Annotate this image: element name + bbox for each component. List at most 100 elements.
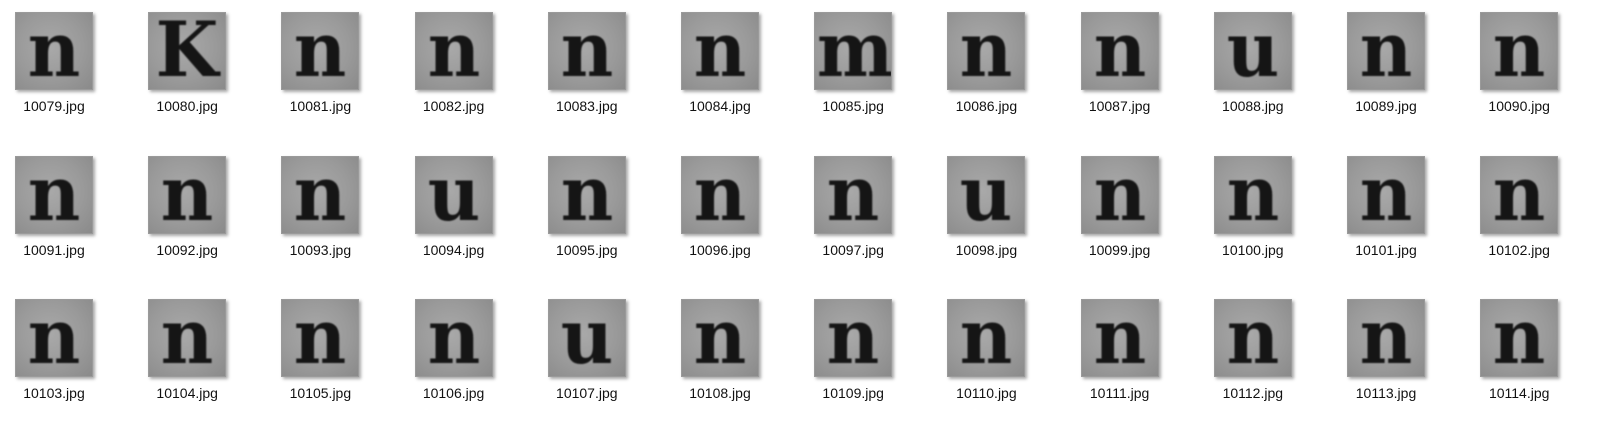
file-item[interactable]: n 10109.jpg: [799, 299, 929, 419]
file-name-label[interactable]: 10101.jpg: [1355, 241, 1417, 258]
file-name-label[interactable]: 10095.jpg: [556, 241, 618, 258]
file-name-label[interactable]: 10084.jpg: [689, 98, 751, 114]
file-item[interactable]: n 10091.jpg: [0, 155, 130, 276]
file-thumbnail[interactable]: n: [681, 12, 759, 90]
file-item[interactable]: n 10110.jpg: [932, 299, 1062, 419]
file-item[interactable]: n 10082.jpg: [400, 12, 530, 132]
file-name-label[interactable]: 10109.jpg: [822, 385, 884, 401]
file-name-label[interactable]: 10097.jpg: [822, 241, 884, 258]
file-name-label[interactable]: 10105.jpg: [289, 385, 352, 401]
file-thumbnail[interactable]: n: [281, 299, 360, 377]
file-thumbnail[interactable]: K: [148, 12, 227, 90]
file-thumbnail[interactable]: n: [547, 12, 626, 90]
file-item[interactable]: n 10096.jpg: [666, 155, 796, 276]
file-item[interactable]: u 10094.jpg: [400, 155, 530, 276]
file-thumbnail[interactable]: n: [1347, 155, 1425, 234]
file-name-label[interactable]: 10107.jpg: [556, 385, 618, 401]
file-thumbnail[interactable]: n: [1347, 12, 1425, 90]
file-item[interactable]: u 10107.jpg: [533, 299, 663, 419]
file-thumbnail[interactable]: n: [281, 12, 360, 90]
file-item[interactable]: n 10099.jpg: [1066, 155, 1196, 276]
file-name-label[interactable]: 10100.jpg: [1222, 241, 1284, 258]
file-item[interactable]: n 10084.jpg: [666, 12, 796, 132]
file-thumbnail[interactable]: m: [814, 12, 893, 90]
file-item[interactable]: n 10089.jpg: [1332, 12, 1462, 132]
file-thumbnail[interactable]: n: [1480, 299, 1559, 377]
file-thumbnail[interactable]: n: [1080, 155, 1159, 234]
file-thumbnail[interactable]: n: [15, 299, 93, 377]
file-item[interactable]: n 10103.jpg: [0, 299, 130, 419]
file-name-label[interactable]: 10093.jpg: [289, 241, 352, 258]
file-item[interactable]: n 10102.jpg: [1465, 155, 1595, 276]
file-thumbnail[interactable]: n: [681, 299, 759, 377]
file-name-label[interactable]: 10091.jpg: [23, 241, 85, 258]
file-item[interactable]: n 10097.jpg: [799, 155, 929, 276]
file-name-label[interactable]: 10087.jpg: [1088, 98, 1151, 114]
file-name-label[interactable]: 10083.jpg: [556, 98, 618, 114]
file-thumbnail[interactable]: u: [947, 155, 1026, 234]
file-item[interactable]: n 10086.jpg: [932, 12, 1062, 132]
file-name-label[interactable]: 10102.jpg: [1488, 241, 1550, 258]
file-thumbnail[interactable]: n: [681, 155, 759, 234]
file-thumbnail[interactable]: n: [148, 155, 227, 234]
file-item[interactable]: n 10108.jpg: [666, 299, 796, 419]
file-thumbnail[interactable]: n: [547, 155, 626, 234]
file-name-label[interactable]: 10082.jpg: [422, 98, 485, 114]
file-thumbnail[interactable]: u: [547, 299, 626, 377]
file-thumbnail[interactable]: n: [1080, 299, 1159, 377]
file-thumbnail[interactable]: u: [414, 155, 493, 234]
file-name-label[interactable]: 10085.jpg: [822, 98, 884, 114]
file-item[interactable]: K 10080.jpg: [133, 12, 263, 132]
file-item[interactable]: n 10079.jpg: [0, 12, 130, 132]
file-name-label[interactable]: 10106.jpg: [422, 385, 485, 401]
file-item[interactable]: u 10098.jpg: [932, 155, 1062, 276]
file-item[interactable]: n 10111.jpg: [1066, 299, 1196, 419]
file-thumbnail[interactable]: n: [947, 12, 1026, 90]
file-name-label[interactable]: 10108.jpg: [689, 385, 751, 401]
file-name-label[interactable]: 10103.jpg: [23, 385, 85, 401]
file-name-label[interactable]: 10090.jpg: [1488, 98, 1550, 114]
file-thumbnail[interactable]: n: [414, 299, 493, 377]
file-name-label[interactable]: 10089.jpg: [1355, 98, 1417, 114]
file-thumbnail[interactable]: n: [414, 12, 493, 90]
file-item[interactable]: n 10095.jpg: [533, 155, 663, 276]
file-name-label[interactable]: 10094.jpg: [422, 241, 485, 258]
file-thumbnail[interactable]: n: [1080, 12, 1159, 90]
file-name-label[interactable]: 10112.jpg: [1222, 385, 1284, 401]
file-thumbnail[interactable]: u: [1213, 12, 1292, 90]
file-item[interactable]: n 10101.jpg: [1332, 155, 1462, 276]
file-thumbnail[interactable]: n: [814, 299, 893, 377]
file-name-label[interactable]: 10110.jpg: [956, 385, 1017, 401]
file-thumbnail[interactable]: n: [1480, 12, 1559, 90]
file-name-label[interactable]: 10092.jpg: [156, 241, 218, 258]
file-name-label[interactable]: 10096.jpg: [689, 241, 751, 258]
file-thumbnail[interactable]: n: [15, 155, 93, 234]
file-item[interactable]: n 10112.jpg: [1199, 299, 1329, 419]
file-thumbnail[interactable]: n: [814, 155, 893, 234]
file-name-label[interactable]: 10088.jpg: [1222, 98, 1284, 114]
file-name-label[interactable]: 10098.jpg: [955, 241, 1018, 258]
file-thumbnail[interactable]: n: [1213, 299, 1292, 377]
file-thumbnail[interactable]: n: [148, 299, 227, 377]
file-item[interactable]: n 10114.jpg: [1465, 299, 1595, 419]
file-item[interactable]: n 10093.jpg: [266, 155, 396, 276]
file-item[interactable]: n 10105.jpg: [266, 299, 396, 419]
file-name-label[interactable]: 10086.jpg: [955, 98, 1018, 114]
file-item[interactable]: n 10087.jpg: [1066, 12, 1196, 132]
file-item[interactable]: n 10090.jpg: [1465, 12, 1595, 132]
file-item[interactable]: n 10092.jpg: [133, 155, 263, 276]
file-item[interactable]: n 10083.jpg: [533, 12, 663, 132]
file-item[interactable]: n 10113.jpg: [1332, 299, 1462, 419]
file-item[interactable]: n 10081.jpg: [266, 12, 396, 132]
file-name-label[interactable]: 10114.jpg: [1488, 385, 1550, 401]
file-thumbnail[interactable]: n: [15, 12, 93, 90]
file-item[interactable]: n 10106.jpg: [400, 299, 530, 419]
file-thumbnail[interactable]: n: [1347, 299, 1425, 377]
file-thumbnail[interactable]: n: [1480, 155, 1559, 234]
file-item[interactable]: m 10085.jpg: [799, 12, 929, 132]
file-name-label[interactable]: 10099.jpg: [1088, 241, 1151, 258]
file-item[interactable]: n 10104.jpg: [133, 299, 263, 419]
file-thumbnail[interactable]: n: [947, 299, 1026, 377]
file-name-label[interactable]: 10111.jpg: [1089, 385, 1150, 401]
file-thumbnail[interactable]: n: [281, 155, 360, 234]
